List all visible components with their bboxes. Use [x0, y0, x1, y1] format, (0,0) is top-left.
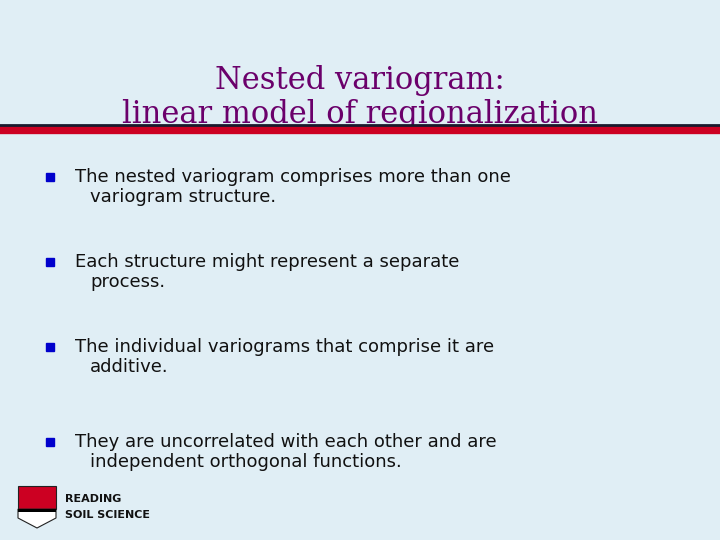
Text: Nested variogram:: Nested variogram:: [215, 64, 505, 96]
Polygon shape: [18, 509, 56, 512]
Polygon shape: [18, 509, 56, 528]
Text: The nested variogram comprises more than one: The nested variogram comprises more than…: [75, 168, 511, 186]
Text: They are uncorrelated with each other and are: They are uncorrelated with each other an…: [75, 433, 497, 451]
Text: The individual variograms that comprise it are: The individual variograms that comprise …: [75, 338, 494, 356]
Text: variogram structure.: variogram structure.: [90, 188, 276, 206]
Text: independent orthogonal functions.: independent orthogonal functions.: [90, 453, 402, 471]
Text: Each structure might represent a separate: Each structure might represent a separat…: [75, 253, 459, 271]
Text: additive.: additive.: [90, 358, 168, 376]
Text: process.: process.: [90, 273, 165, 291]
Text: linear model of regionalization: linear model of regionalization: [122, 99, 598, 131]
Text: READING: READING: [65, 494, 122, 504]
Polygon shape: [18, 486, 56, 509]
Text: SOIL SCIENCE: SOIL SCIENCE: [65, 510, 150, 521]
